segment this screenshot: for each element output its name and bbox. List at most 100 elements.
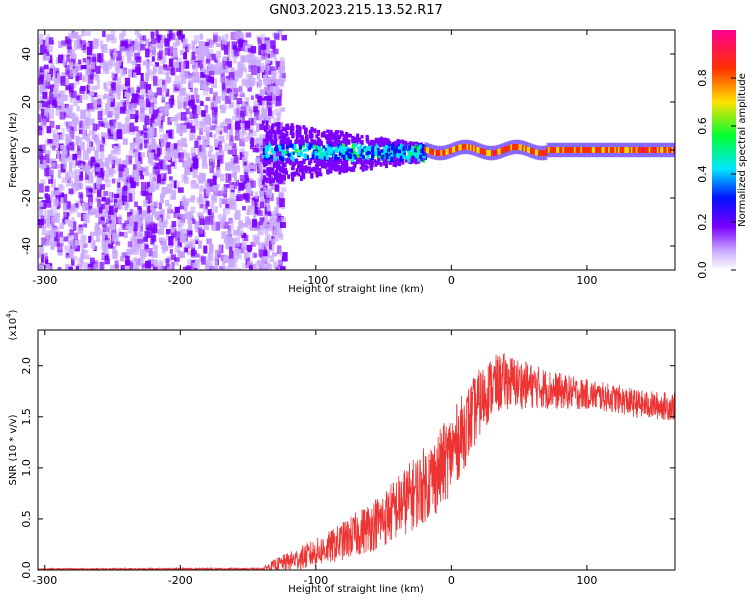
heatmap-cell xyxy=(100,144,105,152)
heatmap-cell xyxy=(49,209,53,217)
heatmap-cell xyxy=(244,120,251,128)
heatmap-cell xyxy=(342,150,346,157)
heatmap-cell xyxy=(350,160,354,165)
y-tick-label: -20 xyxy=(20,189,33,207)
heatmap-cell xyxy=(69,96,73,103)
y-tick-label: 2.0 xyxy=(20,357,33,375)
heatmap-cell xyxy=(124,109,130,115)
heatmap-cell xyxy=(141,211,147,217)
heatmap-cell xyxy=(178,224,182,232)
heatmap-cell xyxy=(299,144,303,150)
heatmap-cell xyxy=(215,62,219,68)
heatmap-cell xyxy=(158,217,162,228)
heatmap-cell xyxy=(218,130,223,135)
heatmap-cell xyxy=(104,235,109,241)
heatmap-cell xyxy=(208,70,215,76)
heatmap-cell xyxy=(112,250,118,259)
heatmap-cell xyxy=(251,65,257,75)
heatmap-cell xyxy=(60,185,65,192)
heatmap-cell xyxy=(174,61,179,69)
heatmap-cell xyxy=(154,211,160,218)
heatmap-cell xyxy=(230,199,234,206)
heatmap-cell xyxy=(190,268,195,270)
heatmap-cell xyxy=(230,49,237,58)
heatmap-cell xyxy=(217,244,222,255)
heatmap-cell xyxy=(175,231,181,242)
heatmap-cell xyxy=(352,166,356,171)
heatmap-cell xyxy=(226,50,230,60)
heatmap-cell xyxy=(133,137,137,143)
heatmap-cell xyxy=(264,82,270,92)
heatmap-cell xyxy=(268,179,272,184)
heatmap-cell xyxy=(306,147,310,152)
heatmap-cell xyxy=(221,260,225,267)
heatmap-cell xyxy=(275,170,279,177)
heatmap-cell xyxy=(292,161,296,166)
heatmap-cell xyxy=(253,116,257,126)
heatmap-cell xyxy=(122,159,127,166)
heatmap-cell xyxy=(570,147,574,153)
heatmap-cell xyxy=(71,171,77,178)
heatmap-cell xyxy=(139,112,145,119)
heatmap-cell xyxy=(390,156,394,163)
heatmap-cell xyxy=(308,134,312,139)
y-tick-label: 1.0 xyxy=(20,459,33,477)
heatmap-cell xyxy=(482,149,486,155)
heatmap-cell xyxy=(58,40,63,49)
heatmap-cell xyxy=(219,217,224,223)
heatmap-cell xyxy=(257,95,261,103)
heatmap-cell xyxy=(279,222,286,228)
heatmap-cell xyxy=(259,153,266,164)
heatmap-cell xyxy=(89,257,95,268)
heatmap-cell xyxy=(130,194,135,202)
heatmap-cell xyxy=(282,169,286,175)
heatmap-cell xyxy=(44,55,51,61)
x-tick-label: 0 xyxy=(448,574,455,587)
heatmap-cell xyxy=(277,144,281,148)
heatmap-cell xyxy=(42,87,48,93)
heatmap-cell xyxy=(220,125,225,131)
heatmap-cell xyxy=(448,148,452,154)
heatmap-cell xyxy=(64,245,70,252)
heatmap-cell xyxy=(160,142,167,147)
heatmap-cell xyxy=(127,226,134,234)
heatmap-cell xyxy=(573,147,577,153)
heatmap-cell xyxy=(135,67,141,75)
heatmap-cell xyxy=(95,124,100,130)
heatmap-cell xyxy=(218,135,225,142)
heatmap-cell xyxy=(246,209,250,216)
heatmap-cell xyxy=(112,214,116,223)
heatmap-cell xyxy=(134,201,138,208)
heatmap-cell xyxy=(237,229,244,236)
heatmap-cell xyxy=(147,216,151,223)
heatmap-cell xyxy=(189,80,194,89)
heatmap-cell xyxy=(131,60,137,65)
heatmap-cell xyxy=(83,262,89,270)
heatmap-cell xyxy=(266,102,273,109)
heatmap-cell xyxy=(104,133,109,140)
heatmap-cell xyxy=(152,94,157,104)
heatmap-cell xyxy=(577,147,581,153)
heatmap-cell xyxy=(209,154,216,162)
heatmap-cell xyxy=(53,87,59,98)
heatmap-cell xyxy=(231,143,237,149)
heatmap-cell xyxy=(70,90,77,99)
heatmap-cell xyxy=(378,140,382,146)
colorbar-axis: 0.00.20.40.60.8 xyxy=(696,69,736,279)
snr-panel: -300 -200 -100 0 100 0.00.51.01.52.0 Height … xyxy=(5,309,676,595)
heatmap-cell xyxy=(120,252,125,262)
heatmap-cell xyxy=(109,49,115,56)
heatmap-cell xyxy=(230,243,235,253)
heatmap-cell xyxy=(520,144,524,151)
heatmap-cell xyxy=(257,114,263,120)
heatmap-cell xyxy=(65,146,70,157)
heatmap-cell xyxy=(183,101,187,110)
heatmap-cell xyxy=(184,241,191,248)
heatmap-cell xyxy=(310,173,314,179)
heatmap-cell xyxy=(291,143,295,148)
heatmap-cell xyxy=(169,143,175,153)
heatmap-cell xyxy=(265,160,269,166)
heatmap-cell xyxy=(188,44,194,50)
heatmap-cell xyxy=(87,208,94,216)
heatmap-cell xyxy=(256,59,261,70)
